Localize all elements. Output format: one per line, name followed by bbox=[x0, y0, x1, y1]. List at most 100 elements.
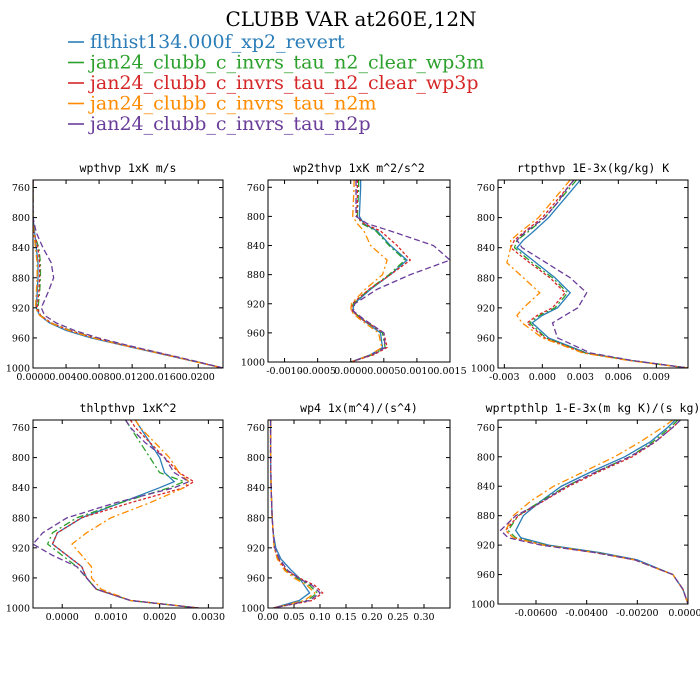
x-tick-label: 0.0020 bbox=[143, 612, 176, 623]
plot-frame bbox=[32, 179, 224, 369]
panel-2: wp2thvp 1xK m^2/s^2 760 800 840 880 920 960 100… bbox=[241, 161, 467, 377]
panel-4: thlpthvp 1xK^2 760 800 840 880 920 960 1000 0.00… bbox=[6, 401, 225, 623]
series-line-4 bbox=[33, 180, 223, 368]
x-tick-label: -0.0005 bbox=[299, 366, 335, 377]
x-tick-label: 0.0000 bbox=[334, 366, 367, 377]
y-tick-label: 840 bbox=[477, 482, 495, 493]
x-tick-label: 0.0080 bbox=[82, 372, 115, 383]
y-tick-label: 1000 bbox=[471, 364, 495, 375]
x-tick-label: 0.0040 bbox=[49, 372, 82, 383]
x-tick-label: 0.0000 bbox=[46, 612, 79, 623]
y-tick-label: 1000 bbox=[6, 364, 30, 375]
y-tick-label: 800 bbox=[477, 452, 495, 463]
x-tick-label: 0.000 bbox=[529, 372, 556, 383]
plot-frame bbox=[32, 419, 224, 609]
y-tick-label: 880 bbox=[12, 513, 30, 524]
y-tick-label: 880 bbox=[247, 513, 265, 524]
series-group bbox=[350, 180, 450, 362]
series-line-3 bbox=[269, 420, 324, 608]
series-line-4 bbox=[269, 420, 316, 608]
y-tick-label: 800 bbox=[12, 453, 30, 464]
y-tick-label: 960 bbox=[12, 333, 30, 344]
y-tick-label: 960 bbox=[477, 333, 495, 344]
y-tick-label: 920 bbox=[477, 303, 495, 314]
y-tick-label: 920 bbox=[12, 543, 30, 554]
y-tick-label: 960 bbox=[12, 573, 30, 584]
series-line-1 bbox=[269, 420, 311, 608]
x-tick-label: 0.30 bbox=[413, 612, 434, 623]
x-tick-label: -0.00200 bbox=[616, 608, 659, 619]
legend: flthist134.000f_xp2_revertjan24_clubb_c_… bbox=[68, 31, 484, 135]
y-tick-label: 920 bbox=[477, 541, 495, 552]
series-line-2 bbox=[513, 180, 688, 368]
series-line-4 bbox=[71, 420, 199, 608]
y-tick-label: 1000 bbox=[6, 604, 30, 615]
series-line-2 bbox=[33, 180, 223, 368]
y-tick-label: 800 bbox=[12, 213, 30, 224]
panel-title: wp2thvp 1xK m^2/s^2 bbox=[293, 161, 425, 175]
panel-3: rtpthvp 1E-3x(kg/kg) K 760 800 840 880 920 960… bbox=[471, 161, 689, 383]
x-tick-label: 0.003 bbox=[567, 372, 594, 383]
panels: wpthvp 1xK m/s76080084088092096010000.00… bbox=[6, 161, 700, 623]
series-line-2 bbox=[350, 180, 406, 362]
legend-label: flthist134.000f_xp2_revert bbox=[90, 31, 345, 53]
y-tick-label: 1000 bbox=[241, 358, 265, 369]
y-tick-label: 880 bbox=[477, 511, 495, 522]
x-tick-label: 0.0120 bbox=[116, 372, 149, 383]
y-tick-label: 840 bbox=[12, 243, 30, 254]
x-tick-label: 0.15 bbox=[335, 612, 356, 623]
y-tick-label: 880 bbox=[247, 270, 265, 281]
series-line-3 bbox=[504, 420, 688, 604]
x-tick-label: 0.0010 bbox=[94, 612, 127, 623]
y-tick-label: 760 bbox=[12, 183, 30, 194]
series-line-5 bbox=[33, 420, 199, 608]
series-line-5 bbox=[516, 180, 688, 368]
legend-label: jan24_clubb_c_invrs_tau_n2p bbox=[88, 113, 371, 135]
y-tick-label: 760 bbox=[477, 423, 495, 434]
y-tick-label: 1000 bbox=[471, 600, 495, 611]
y-tick-label: 1000 bbox=[241, 604, 265, 615]
y-tick-label: 800 bbox=[247, 453, 265, 464]
panel-6: wprtpthlp 1-E-3x(m kg K)/(s kg) 760 800 840… bbox=[471, 401, 700, 619]
x-tick-label: 0.0015 bbox=[433, 366, 466, 377]
series-line-5 bbox=[33, 180, 223, 368]
series-line-4 bbox=[350, 180, 388, 362]
y-tick-label: 760 bbox=[247, 183, 265, 194]
series-line-3 bbox=[509, 180, 688, 368]
y-tick-label: 840 bbox=[12, 483, 30, 494]
series-line-2 bbox=[269, 420, 319, 608]
x-tick-label: 0.0160 bbox=[149, 372, 182, 383]
x-tick-label: 0.0030 bbox=[192, 612, 225, 623]
x-tick-label: -0.0010 bbox=[266, 366, 302, 377]
y-tick-label: 880 bbox=[12, 273, 30, 284]
x-tick-label: 0.25 bbox=[387, 612, 408, 623]
y-tick-label: 840 bbox=[247, 241, 265, 252]
x-tick-label: -0.00600 bbox=[515, 608, 558, 619]
series-line-5 bbox=[499, 420, 688, 604]
x-tick-label: 0.0200 bbox=[182, 372, 215, 383]
series-line-4 bbox=[506, 180, 688, 368]
series-line-2 bbox=[46, 420, 199, 608]
y-tick-label: 920 bbox=[247, 543, 265, 554]
x-tick-label: 0.009 bbox=[643, 372, 670, 383]
legend-label: jan24_clubb_c_invrs_tau_n2_clear_wp3m bbox=[88, 52, 484, 74]
series-line-3 bbox=[51, 420, 199, 608]
series-group bbox=[269, 420, 324, 608]
x-tick-label: 0.0010 bbox=[400, 366, 433, 377]
series-line-1 bbox=[33, 180, 223, 368]
series-line-5 bbox=[350, 180, 450, 362]
y-tick-label: 760 bbox=[477, 183, 495, 194]
x-tick-label: -0.00400 bbox=[565, 608, 608, 619]
y-tick-label: 920 bbox=[247, 299, 265, 310]
series-line-1 bbox=[516, 180, 688, 368]
y-tick-label: 800 bbox=[477, 213, 495, 224]
x-tick-label: 0.0000 bbox=[16, 372, 49, 383]
legend-label: jan24_clubb_c_invrs_tau_n2m bbox=[88, 93, 376, 115]
x-tick-label: 0.00 bbox=[257, 612, 278, 623]
panel-title: wprtpthlp 1-E-3x(m kg K)/(s kg) bbox=[486, 401, 700, 415]
series-group bbox=[506, 180, 688, 368]
series-line-1 bbox=[514, 420, 688, 604]
x-tick-label: 0.10 bbox=[309, 612, 330, 623]
